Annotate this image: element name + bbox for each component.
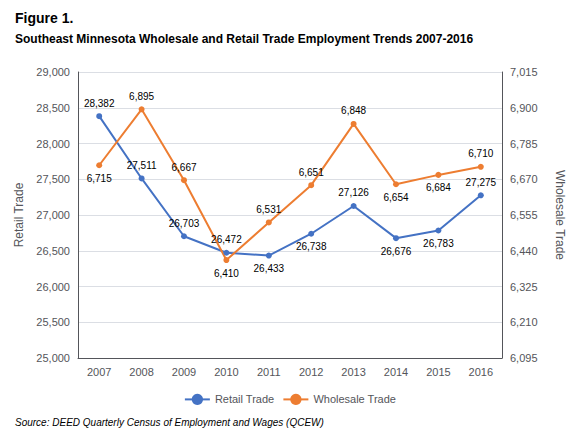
svg-text:6,785: 6,785 bbox=[510, 138, 538, 150]
svg-text:2013: 2013 bbox=[341, 366, 365, 378]
svg-text:Wholesale Trade: Wholesale Trade bbox=[313, 393, 396, 405]
svg-text:6,410: 6,410 bbox=[214, 268, 239, 279]
svg-text:2007: 2007 bbox=[87, 366, 111, 378]
svg-text:2010: 2010 bbox=[214, 366, 238, 378]
svg-text:6,848: 6,848 bbox=[341, 105, 366, 116]
svg-text:2014: 2014 bbox=[384, 366, 408, 378]
svg-text:Wholesale Trade: Wholesale Trade bbox=[553, 170, 567, 260]
svg-text:7,015: 7,015 bbox=[510, 66, 538, 78]
svg-text:6,325: 6,325 bbox=[510, 281, 538, 293]
svg-text:25,000: 25,000 bbox=[36, 352, 70, 364]
svg-text:6,715: 6,715 bbox=[87, 173, 112, 184]
svg-text:Retail Trade: Retail Trade bbox=[215, 393, 274, 405]
svg-text:Source: DEED Quarterly Census: Source: DEED Quarterly Census of Employm… bbox=[15, 417, 324, 428]
svg-text:6,710: 6,710 bbox=[468, 148, 493, 159]
svg-text:6,210: 6,210 bbox=[510, 316, 538, 328]
svg-text:27,275: 27,275 bbox=[466, 177, 497, 188]
svg-text:Retail Trade: Retail Trade bbox=[12, 182, 26, 247]
svg-text:6,654: 6,654 bbox=[383, 192, 408, 203]
svg-text:28,382: 28,382 bbox=[84, 98, 115, 109]
svg-text:6,555: 6,555 bbox=[510, 209, 538, 221]
svg-text:6,667: 6,667 bbox=[171, 162, 196, 173]
svg-text:6,895: 6,895 bbox=[129, 91, 154, 102]
svg-text:Southeast Minnesota Wholesale: Southeast Minnesota Wholesale and Retail… bbox=[15, 32, 473, 46]
svg-text:27,126: 27,126 bbox=[338, 187, 369, 198]
svg-text:2011: 2011 bbox=[257, 366, 281, 378]
svg-text:26,676: 26,676 bbox=[381, 246, 412, 257]
svg-text:6,095: 6,095 bbox=[510, 352, 538, 364]
svg-text:27,511: 27,511 bbox=[127, 160, 157, 171]
svg-text:27,000: 27,000 bbox=[36, 209, 70, 221]
svg-text:26,472: 26,472 bbox=[211, 234, 242, 245]
svg-text:6,651: 6,651 bbox=[299, 167, 324, 178]
svg-text:26,500: 26,500 bbox=[36, 245, 70, 257]
svg-text:6,900: 6,900 bbox=[510, 102, 538, 114]
svg-text:25,500: 25,500 bbox=[36, 316, 70, 328]
svg-text:26,738: 26,738 bbox=[296, 241, 327, 252]
svg-text:6,670: 6,670 bbox=[510, 173, 538, 185]
svg-text:26,000: 26,000 bbox=[36, 281, 70, 293]
svg-text:28,000: 28,000 bbox=[36, 138, 70, 150]
svg-text:28,500: 28,500 bbox=[36, 102, 70, 114]
svg-text:6,531: 6,531 bbox=[256, 204, 281, 215]
svg-text:Figure 1.: Figure 1. bbox=[15, 10, 73, 26]
svg-text:27,500: 27,500 bbox=[36, 173, 70, 185]
svg-text:6,440: 6,440 bbox=[510, 245, 538, 257]
svg-text:26,783: 26,783 bbox=[423, 238, 454, 249]
svg-text:2009: 2009 bbox=[172, 366, 196, 378]
svg-text:2015: 2015 bbox=[426, 366, 450, 378]
svg-text:26,433: 26,433 bbox=[254, 263, 285, 274]
svg-text:2016: 2016 bbox=[469, 366, 493, 378]
svg-text:26,703: 26,703 bbox=[169, 218, 200, 229]
svg-text:2012: 2012 bbox=[299, 366, 323, 378]
svg-text:2008: 2008 bbox=[129, 366, 153, 378]
svg-text:6,684: 6,684 bbox=[426, 182, 451, 193]
svg-text:29,000: 29,000 bbox=[36, 66, 70, 78]
